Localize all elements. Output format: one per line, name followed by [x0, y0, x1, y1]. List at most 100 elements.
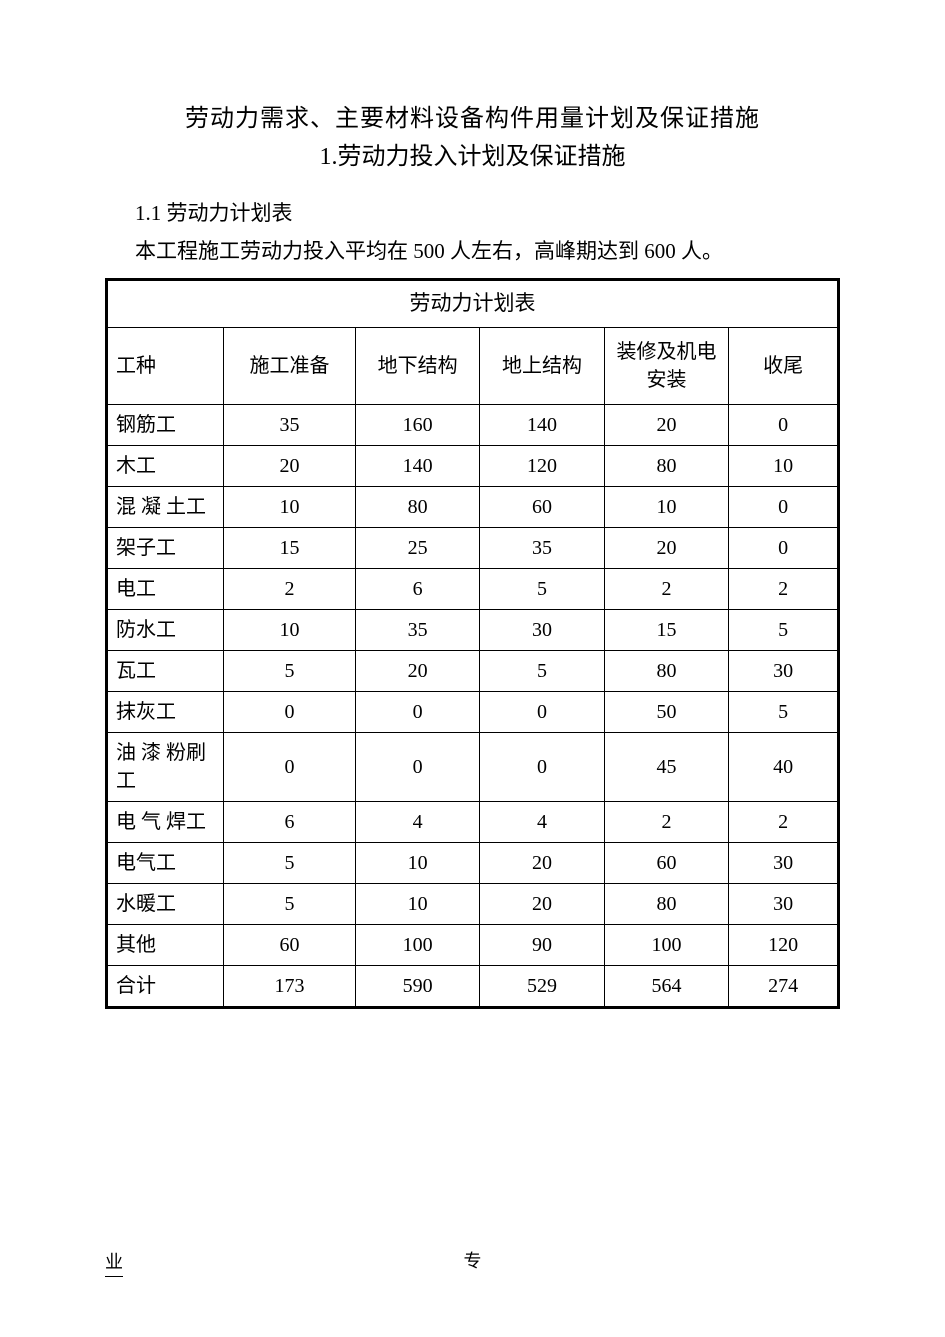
- data-cell: 20: [480, 883, 604, 924]
- data-cell: 0: [224, 691, 356, 732]
- table-row: 电气工510206030: [107, 842, 839, 883]
- data-cell: 20: [604, 404, 728, 445]
- table-row: 抹灰工000505: [107, 691, 839, 732]
- data-cell: 10: [224, 609, 356, 650]
- main-title: 劳动力需求、主要材料设备构件用量计划及保证措施: [105, 100, 840, 138]
- data-cell: 30: [729, 883, 839, 924]
- data-cell: 60: [604, 842, 728, 883]
- sub-title: 1.劳动力投入计划及保证措施: [105, 138, 840, 176]
- data-cell: 80: [604, 650, 728, 691]
- table-title: 劳动力计划表: [107, 280, 839, 327]
- data-cell: 2: [729, 568, 839, 609]
- data-cell: 5: [480, 650, 604, 691]
- data-cell: 20: [355, 650, 479, 691]
- data-cell: 30: [729, 842, 839, 883]
- data-cell: 60: [224, 924, 356, 965]
- data-cell: 6: [224, 801, 356, 842]
- data-cell: 60: [480, 486, 604, 527]
- data-cell: 120: [729, 924, 839, 965]
- data-cell: 80: [604, 445, 728, 486]
- data-cell: 30: [480, 609, 604, 650]
- table-row: 水暖工510208030: [107, 883, 839, 924]
- data-cell: 2: [604, 801, 728, 842]
- data-cell: 2: [604, 568, 728, 609]
- row-label: 瓦工: [107, 650, 224, 691]
- data-cell: 160: [355, 404, 479, 445]
- data-cell: 20: [604, 527, 728, 568]
- row-label: 木工: [107, 445, 224, 486]
- data-cell: 5: [729, 609, 839, 650]
- page-container: 劳动力需求、主要材料设备构件用量计划及保证措施 1.劳动力投入计划及保证措施 1…: [0, 0, 945, 1009]
- data-cell: 20: [224, 445, 356, 486]
- data-cell: 0: [224, 732, 356, 801]
- table-header-row: 工种 施工准备 地下结构 地上结构 装修及机电安装 收尾: [107, 327, 839, 404]
- row-label: 油 漆 粉刷工: [107, 732, 224, 801]
- data-cell: 140: [355, 445, 479, 486]
- data-cell: 5: [224, 650, 356, 691]
- data-cell: 10: [729, 445, 839, 486]
- data-cell: 4: [480, 801, 604, 842]
- labor-plan-table: 劳动力计划表 工种 施工准备 地下结构 地上结构 装修及机电安装 收尾 钢筋工3…: [105, 278, 840, 1008]
- row-label: 钢筋工: [107, 404, 224, 445]
- data-cell: 274: [729, 965, 839, 1007]
- data-cell: 590: [355, 965, 479, 1007]
- col-header: 收尾: [729, 327, 839, 404]
- data-cell: 45: [604, 732, 728, 801]
- footer-left-text: 业: [105, 1248, 123, 1277]
- data-cell: 0: [729, 486, 839, 527]
- data-cell: 35: [224, 404, 356, 445]
- table-row: 防水工103530155: [107, 609, 839, 650]
- row-label: 架子工: [107, 527, 224, 568]
- data-cell: 2: [729, 801, 839, 842]
- data-cell: 6: [355, 568, 479, 609]
- data-cell: 35: [480, 527, 604, 568]
- data-cell: 80: [604, 883, 728, 924]
- row-label: 抹灰工: [107, 691, 224, 732]
- data-cell: 100: [604, 924, 728, 965]
- data-cell: 2: [224, 568, 356, 609]
- data-cell: 10: [224, 486, 356, 527]
- data-cell: 10: [604, 486, 728, 527]
- row-label: 电工: [107, 568, 224, 609]
- col-header: 地下结构: [355, 327, 479, 404]
- table-title-row: 劳动力计划表: [107, 280, 839, 327]
- col-header: 装修及机电安装: [604, 327, 728, 404]
- intro-text: 本工程施工劳动力投入平均在 500 人左右，高峰期达到 600 人。: [105, 233, 840, 271]
- table-row: 架子工152535200: [107, 527, 839, 568]
- data-cell: 0: [480, 691, 604, 732]
- data-cell: 35: [355, 609, 479, 650]
- col-header: 施工准备: [224, 327, 356, 404]
- data-cell: 90: [480, 924, 604, 965]
- data-cell: 40: [729, 732, 839, 801]
- table-row: 其他6010090100120: [107, 924, 839, 965]
- data-cell: 5: [480, 568, 604, 609]
- col-header: 地上结构: [480, 327, 604, 404]
- table-row: 木工201401208010: [107, 445, 839, 486]
- data-cell: 0: [355, 732, 479, 801]
- row-label: 水暖工: [107, 883, 224, 924]
- data-cell: 20: [480, 842, 604, 883]
- data-cell: 5: [729, 691, 839, 732]
- data-cell: 0: [355, 691, 479, 732]
- table-row: 油 漆 粉刷工0004540: [107, 732, 839, 801]
- data-cell: 100: [355, 924, 479, 965]
- col-header: 工种: [107, 327, 224, 404]
- data-cell: 529: [480, 965, 604, 1007]
- data-cell: 15: [224, 527, 356, 568]
- data-cell: 4: [355, 801, 479, 842]
- table-row: 电工26522: [107, 568, 839, 609]
- data-cell: 50: [604, 691, 728, 732]
- table-row: 合计173590529564274: [107, 965, 839, 1007]
- data-cell: 0: [729, 527, 839, 568]
- data-cell: 564: [604, 965, 728, 1007]
- data-cell: 15: [604, 609, 728, 650]
- data-cell: 0: [729, 404, 839, 445]
- data-cell: 173: [224, 965, 356, 1007]
- row-label: 混 凝 土工: [107, 486, 224, 527]
- row-label: 防水工: [107, 609, 224, 650]
- data-cell: 80: [355, 486, 479, 527]
- table-row: 瓦工52058030: [107, 650, 839, 691]
- table-row: 电 气 焊工64422: [107, 801, 839, 842]
- table-row: 钢筋工35160140200: [107, 404, 839, 445]
- row-label: 合计: [107, 965, 224, 1007]
